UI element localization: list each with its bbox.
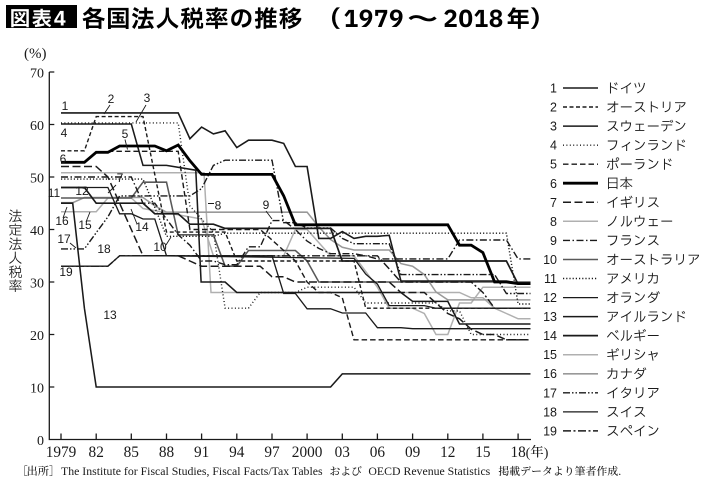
svg-text:8: 8 [215, 199, 222, 213]
svg-text:91: 91 [194, 444, 209, 461]
svg-text:19: 19 [59, 265, 73, 279]
svg-text:12: 12 [543, 291, 557, 305]
svg-text:16: 16 [55, 214, 69, 228]
svg-text:16: 16 [543, 367, 557, 381]
svg-text:18: 18 [543, 405, 557, 419]
svg-text:14: 14 [135, 220, 149, 234]
svg-text:13: 13 [543, 310, 557, 324]
svg-text:7: 7 [550, 196, 557, 210]
svg-text:13: 13 [103, 308, 117, 322]
svg-text:1979: 1979 [46, 444, 77, 461]
svg-text:10: 10 [30, 382, 44, 397]
svg-text:2: 2 [108, 92, 115, 106]
svg-text:3: 3 [144, 91, 151, 105]
svg-text:20: 20 [30, 329, 44, 344]
svg-text:6: 6 [550, 177, 557, 191]
svg-text:97: 97 [264, 444, 280, 461]
svg-text:40: 40 [30, 224, 44, 239]
svg-text:2: 2 [550, 101, 557, 115]
svg-text:11: 11 [544, 272, 557, 286]
svg-text:5: 5 [122, 127, 129, 141]
svg-text:14: 14 [543, 329, 557, 343]
svg-text:4: 4 [61, 126, 68, 140]
svg-text:9: 9 [263, 198, 270, 212]
svg-text:19: 19 [543, 424, 557, 438]
svg-text:18: 18 [97, 242, 111, 256]
svg-text:8: 8 [550, 215, 557, 229]
svg-text:30: 30 [30, 277, 44, 292]
svg-text:10: 10 [153, 240, 167, 254]
svg-text:2000: 2000 [292, 444, 323, 461]
svg-text:10: 10 [543, 253, 557, 267]
svg-text:15: 15 [475, 444, 491, 461]
svg-text:50: 50 [30, 172, 44, 187]
svg-text:11: 11 [48, 186, 61, 200]
svg-text:(%): (%) [24, 46, 47, 62]
svg-text:03: 03 [335, 444, 351, 461]
svg-text:17: 17 [57, 232, 71, 246]
svg-text:.: . [618, 464, 621, 478]
svg-text:15: 15 [78, 218, 92, 232]
svg-text:06: 06 [370, 444, 386, 461]
svg-text:60: 60 [30, 119, 44, 134]
svg-text:3: 3 [550, 120, 557, 134]
svg-text:70: 70 [30, 67, 44, 82]
svg-text:1: 1 [550, 82, 557, 96]
svg-text:85: 85 [124, 444, 140, 461]
svg-text:18: 18 [510, 444, 526, 461]
svg-text:82: 82 [89, 444, 104, 461]
svg-text:94: 94 [229, 444, 245, 461]
svg-text:12: 12 [75, 184, 89, 198]
svg-text:4: 4 [550, 139, 557, 153]
svg-text:17: 17 [543, 386, 557, 400]
svg-text:09: 09 [405, 444, 421, 461]
svg-text:): ) [544, 446, 549, 461]
svg-text:1: 1 [62, 99, 69, 113]
svg-text:0: 0 [37, 434, 44, 449]
svg-text:The Institute for Fiscal Studi: The Institute for Fiscal Studies, Fiscal… [61, 464, 323, 478]
svg-text:88: 88 [159, 444, 175, 461]
svg-text:7: 7 [117, 171, 124, 185]
svg-text:(: ( [526, 446, 531, 461]
svg-text:15: 15 [543, 348, 557, 362]
svg-text:9: 9 [550, 234, 557, 248]
svg-text:6: 6 [60, 152, 67, 166]
svg-text:OECD Revenue Statistics: OECD Revenue Statistics [368, 464, 490, 478]
svg-text:5: 5 [550, 158, 557, 172]
svg-text:12: 12 [440, 444, 455, 461]
